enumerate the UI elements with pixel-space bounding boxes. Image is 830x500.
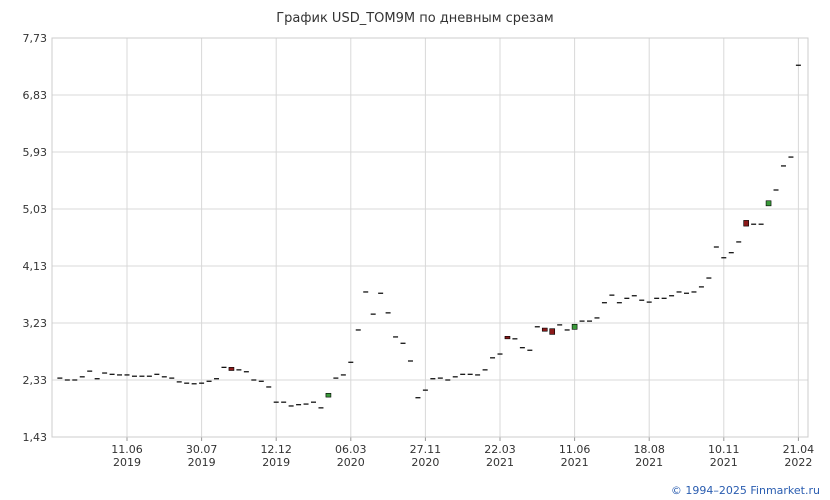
candle [504,335,511,340]
x-tick-label: 27.11 2020 [410,443,442,469]
y-tick-label: 5,93 [23,146,48,159]
y-tick-label: 6,83 [23,89,48,102]
candle [743,220,749,227]
y-tick-label: 5,03 [23,203,48,216]
footer: © 1994–2025 Finmarket.ru [671,484,820,497]
candle [549,328,556,335]
x-tick-label: 11.06 2021 [559,443,591,469]
x-tick-label: 06.03 2020 [335,443,367,469]
x-tick-label: 12.12 2019 [260,443,292,469]
candle [325,392,332,398]
candle [571,323,578,330]
y-tick-label: 1,43 [23,431,48,444]
plot-frame [51,37,809,438]
x-tick-label: 11.06 2019 [111,443,143,469]
y-tick-label: 7,73 [23,32,48,45]
x-tick-label: 10.11 2021 [708,443,740,469]
y-tick-label: 4,13 [23,260,48,273]
x-tick-label: 18.08 2021 [633,443,665,469]
candle [541,327,548,332]
y-tick-label: 2,33 [23,374,48,387]
y-tick-label: 3,23 [23,317,48,330]
candle [765,200,772,207]
x-tick-label: 30.07 2019 [186,443,218,469]
candle [228,367,235,371]
x-tick-label: 22.03 2021 [484,443,516,469]
chart-title: График USD_TOM9M по дневным срезам [276,11,554,26]
x-tick-label: 21.04 2022 [783,443,815,469]
